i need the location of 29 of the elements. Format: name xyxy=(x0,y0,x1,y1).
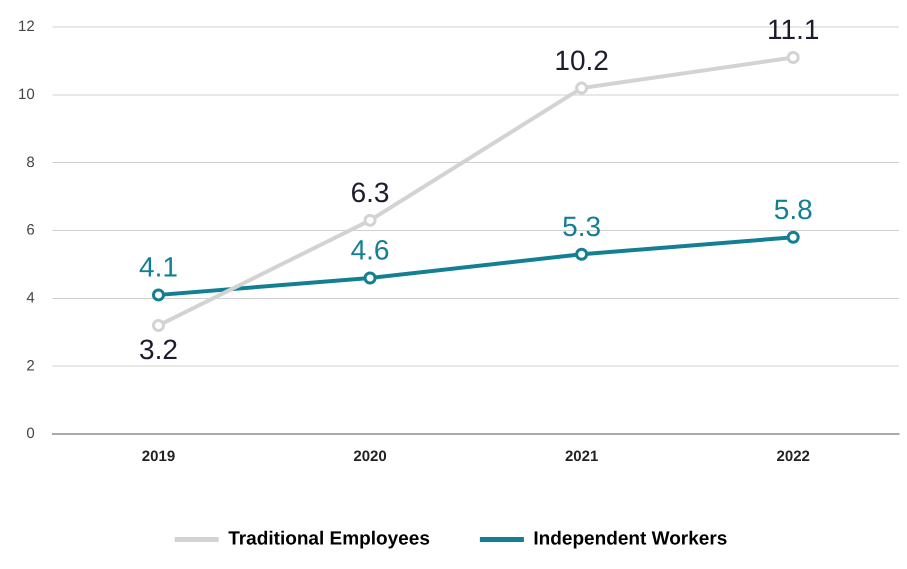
point xyxy=(364,214,377,227)
x-tick-label: 2019 xyxy=(142,448,176,466)
point xyxy=(786,51,800,64)
point xyxy=(152,288,165,302)
y-tick-label: 6 xyxy=(26,222,35,239)
y-tick-label: 10 xyxy=(18,86,35,103)
point xyxy=(786,230,800,244)
data-label: 4.1 xyxy=(139,252,178,283)
point xyxy=(364,271,377,284)
data-label: 3.2 xyxy=(139,334,178,366)
y-tick-label: 4 xyxy=(26,289,35,306)
point xyxy=(575,82,588,95)
x-tick-label: 2020 xyxy=(353,448,387,466)
y-tick-label: 12 xyxy=(18,18,35,36)
point xyxy=(575,248,588,261)
y-tick-label: 2 xyxy=(26,357,35,374)
legend-label: Traditional Employees xyxy=(228,528,430,550)
data-label: 5.8 xyxy=(774,194,813,225)
data-label: 5.3 xyxy=(562,210,602,242)
x-tick-label: 2022 xyxy=(776,448,810,466)
data-label: 11.1 xyxy=(767,14,820,46)
data-label: 10.2 xyxy=(554,44,609,76)
data-label: 6.3 xyxy=(350,177,390,208)
y-tick-label: 8 xyxy=(26,154,35,171)
data-label: 4.6 xyxy=(350,234,390,266)
y-tick-label: 0 xyxy=(26,425,35,442)
x-tick-label: 2021 xyxy=(564,448,598,466)
legend-label: Independent Workers xyxy=(533,528,728,550)
point xyxy=(152,318,165,332)
